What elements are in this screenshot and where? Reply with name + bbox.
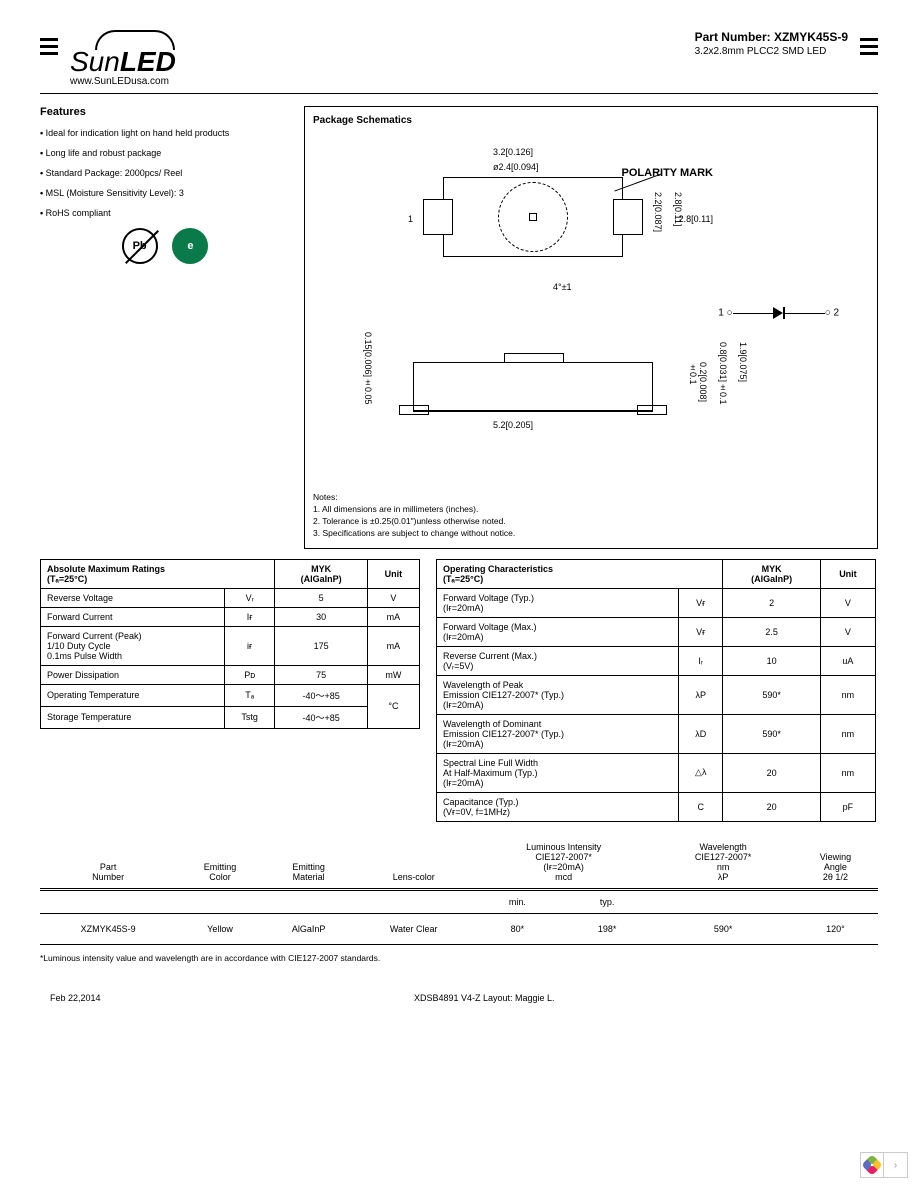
footer-doc: XDSB4891 V4-Z Layout: Maggie L.: [414, 993, 555, 1003]
polarity-label: POLARITY MARK: [622, 167, 713, 179]
note-item: 1. All dimensions are in millimeters (in…: [313, 504, 869, 516]
summary-table: Part Number Emitting Color Emitting Mate…: [40, 836, 878, 945]
operating-characteristics-table: Operating Characteristics(Tₐ=25°C) MYK(A…: [436, 559, 876, 822]
schematic-box: Package Schematics 3.2[0.126] ø2.4[0.094…: [304, 106, 878, 549]
page-footer: Feb 22,2014 XDSB4891 V4-Z Layout: Maggie…: [40, 993, 878, 1003]
dim-t2: 0.8[0.031]±0.1: [718, 342, 728, 405]
schematic-notes: Notes: 1. All dimensions are in millimet…: [313, 492, 869, 540]
dim-t1: 0.2[0.008]±0.1: [688, 362, 708, 422]
note-item: 3. Specifications are subject to change …: [313, 528, 869, 540]
feature-item: MSL (Moisture Sensitivity Level): 3: [40, 188, 290, 198]
logo-block: SunLED www.SunLEDusa.com: [70, 30, 695, 87]
logo-text: SunLED: [70, 46, 695, 78]
abs-title: Absolute Maximum Ratings: [47, 564, 165, 574]
dim-angle: 4°±1: [553, 282, 572, 292]
pdf-pager: ›: [860, 1152, 908, 1178]
op-title: Operating Characteristics: [443, 564, 553, 574]
schematic-drawing: 3.2[0.126] ø2.4[0.094] POLARITY MARK 1 2…: [313, 132, 869, 482]
features-list: Ideal for indication light on hand held …: [40, 128, 290, 218]
part-number-label: Part Number:: [695, 30, 771, 44]
pin2-label: 2.8[0.11]: [679, 214, 713, 224]
pb-free-badge: Pb: [122, 228, 158, 264]
company-url: www.SunLEDusa.com: [70, 76, 695, 87]
feature-item: Ideal for indication light on hand held …: [40, 128, 290, 138]
dim-side-h: 0.15[0.006]±0.05: [363, 332, 373, 405]
pager-logo-icon: [861, 1154, 883, 1176]
summary-footnote: *Luminous intensity value and wavelength…: [40, 953, 878, 963]
part-info: Part Number: XZMYK45S-9 3.2x2.8mm PLCC2 …: [695, 30, 848, 57]
dim-width: 3.2[0.126]: [493, 147, 533, 157]
footer-date: Feb 22,2014: [50, 993, 101, 1003]
diode-pin1: 1: [718, 308, 724, 319]
abs-cond: (Tₐ=25°C): [47, 574, 87, 584]
op-cond: (Tₐ=25°C): [443, 574, 483, 584]
dim-t3: 1.9[0.075]: [738, 342, 748, 382]
diode-pin2: 2: [833, 308, 839, 319]
dim-dia: ø2.4[0.094]: [493, 162, 539, 172]
part-number: XZMYK45S-9: [774, 30, 848, 44]
note-item: 2. Tolerance is ±0.25(0.01")unless other…: [313, 516, 869, 528]
compliance-badges: Pb e: [40, 228, 290, 264]
dim-h1: 2.2[0.087]: [653, 192, 663, 232]
absolute-ratings-table: Absolute Maximum Ratings(Tₐ=25°C) MYK(Al…: [40, 559, 420, 729]
dim-side-w: 5.2[0.205]: [493, 420, 533, 430]
menu-icon-right: [860, 38, 878, 55]
notes-title: Notes:: [313, 492, 869, 504]
menu-icon-left: [40, 38, 58, 55]
schematic-title: Package Schematics: [313, 115, 869, 126]
feature-item: Standard Package: 2000pcs/ Reel: [40, 168, 290, 178]
part-description: 3.2x2.8mm PLCC2 SMD LED: [695, 46, 848, 57]
features-section: Features Ideal for indication light on h…: [40, 106, 290, 549]
diode-symbol: 1 ○○ 2: [718, 307, 839, 319]
features-title: Features: [40, 106, 290, 118]
feature-item: RoHS compliant: [40, 208, 290, 218]
next-page-button[interactable]: ›: [883, 1153, 907, 1177]
rohs-badge: e: [172, 228, 208, 264]
dim-h2: 2.8[0.11]: [673, 192, 683, 226]
page-header: SunLED www.SunLEDusa.com Part Number: XZ…: [40, 30, 878, 94]
feature-item: Long life and robust package: [40, 148, 290, 158]
pin1-label: 1: [408, 214, 413, 224]
summary-section: Part Number Emitting Color Emitting Mate…: [40, 836, 878, 963]
